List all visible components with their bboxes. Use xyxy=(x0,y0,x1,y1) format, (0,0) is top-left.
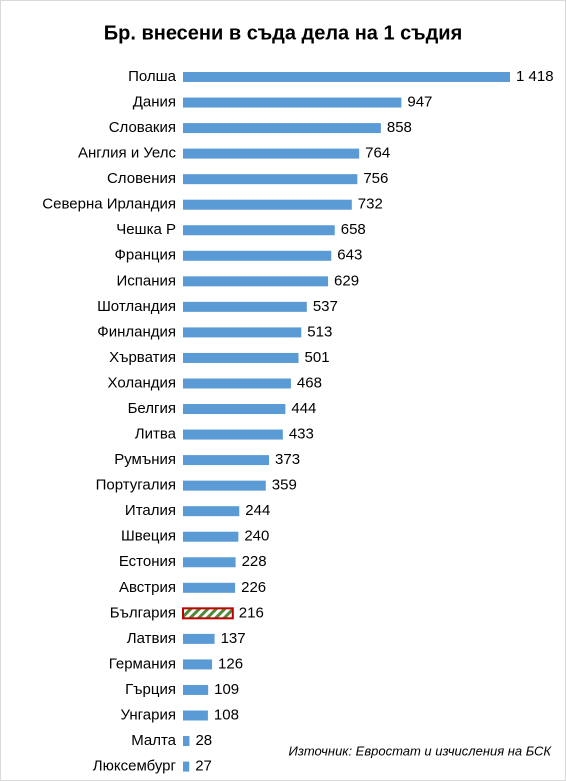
category-label: Унгария xyxy=(121,706,176,723)
category-label: Румъния xyxy=(114,451,176,468)
category-label: Англия и Уелс xyxy=(78,145,177,162)
category-label: Германия xyxy=(109,655,176,672)
value-label: 629 xyxy=(334,272,359,289)
bar xyxy=(183,327,302,338)
value-label: 216 xyxy=(239,604,264,621)
bar xyxy=(183,506,240,517)
value-label: 240 xyxy=(244,528,269,545)
category-label: Португалия xyxy=(96,477,176,494)
value-label: 513 xyxy=(307,323,332,340)
category-label: Естония xyxy=(119,553,176,570)
category-label: Хърватия xyxy=(109,349,176,366)
value-label: 126 xyxy=(218,655,243,672)
bar xyxy=(183,352,299,363)
category-label: Гърция xyxy=(125,681,176,698)
value-label: 28 xyxy=(195,732,212,749)
value-label: 1 418 xyxy=(516,68,554,85)
bar xyxy=(183,199,352,210)
category-label: Австрия xyxy=(119,579,176,596)
value-label: 732 xyxy=(358,196,383,213)
bar xyxy=(183,633,215,644)
category-label: Чешка Р xyxy=(116,221,176,238)
value-label: 433 xyxy=(289,426,314,443)
bar xyxy=(183,97,402,108)
category-label: Литва xyxy=(135,426,177,443)
bar xyxy=(183,250,332,261)
category-label: Полша xyxy=(128,68,177,85)
value-label: 658 xyxy=(341,221,366,238)
value-label: 109 xyxy=(214,681,239,698)
bar xyxy=(183,480,266,491)
category-label: Франция xyxy=(115,247,176,264)
bar xyxy=(183,123,381,134)
category-label: Латвия xyxy=(127,630,176,647)
value-label: 226 xyxy=(241,579,266,596)
value-label: 643 xyxy=(337,247,362,264)
category-label: Швеция xyxy=(121,528,176,545)
category-label: Люксембург xyxy=(93,758,177,775)
bar xyxy=(183,684,209,695)
category-label: Северна Ирландия xyxy=(42,196,176,213)
value-label: 108 xyxy=(214,706,239,723)
bar xyxy=(183,582,236,593)
value-label: 947 xyxy=(407,94,432,111)
value-label: 756 xyxy=(363,170,388,187)
bar xyxy=(183,429,283,440)
value-label: 137 xyxy=(221,630,246,647)
bar xyxy=(183,404,286,415)
bar xyxy=(183,72,510,82)
category-label: Испания xyxy=(116,272,176,289)
chart-title: Бр. внесени в съда дела на 1 съдия xyxy=(104,22,463,44)
bar xyxy=(183,736,190,747)
value-label: 537 xyxy=(313,298,338,315)
category-label: Словения xyxy=(107,170,176,187)
bar xyxy=(183,276,329,287)
bar xyxy=(183,148,360,159)
source-note: Източник: Евростат и изчисления на БСК xyxy=(289,743,553,758)
bar xyxy=(183,710,208,721)
category-label: Финландия xyxy=(97,323,176,340)
bar xyxy=(183,557,236,568)
category-label: Холандия xyxy=(108,374,176,391)
value-label: 764 xyxy=(365,145,390,162)
value-label: 444 xyxy=(291,400,316,417)
value-label: 468 xyxy=(297,374,322,391)
category-label: Белгия xyxy=(128,400,176,417)
value-label: 373 xyxy=(275,451,300,468)
value-label: 27 xyxy=(195,758,212,775)
bar xyxy=(183,531,239,542)
value-label: 228 xyxy=(242,553,267,570)
bar xyxy=(183,301,307,312)
value-label: 501 xyxy=(305,349,330,366)
category-label: Малта xyxy=(131,732,176,749)
category-label: Шотландия xyxy=(97,298,176,315)
bar xyxy=(183,455,270,466)
bar xyxy=(183,174,358,185)
bar xyxy=(183,761,190,772)
bar xyxy=(182,607,234,620)
value-label: 244 xyxy=(245,502,270,519)
category-label: Италия xyxy=(125,502,176,519)
category-label: Словакия xyxy=(109,119,176,136)
bar xyxy=(183,378,291,389)
value-label: 359 xyxy=(272,477,297,494)
category-label: Дания xyxy=(133,94,176,111)
category-label: България xyxy=(110,604,176,621)
bar xyxy=(183,659,213,670)
bar xyxy=(183,225,335,236)
value-label: 858 xyxy=(387,119,412,136)
